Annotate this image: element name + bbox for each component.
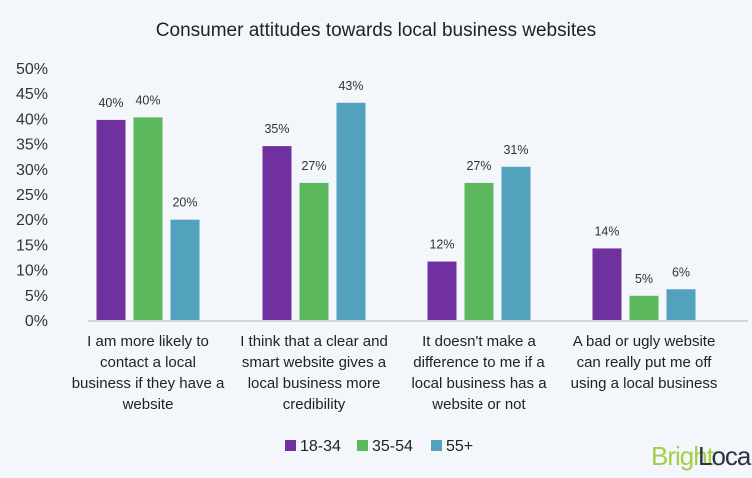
bar-18-34-1 xyxy=(262,146,292,320)
bar-35-54-0 xyxy=(133,117,163,320)
data-label: 27% xyxy=(466,159,491,173)
bar-55+-3 xyxy=(666,289,696,320)
y-tick-label: 40% xyxy=(16,111,48,128)
y-axis: 0% 5% 10% 15% 20% 25% 30% 35% 40% 45% 50% xyxy=(16,61,48,330)
legend-swatch xyxy=(357,440,368,451)
data-label: 5% xyxy=(635,272,653,286)
bar-18-34-3 xyxy=(592,248,622,320)
category-label: A bad or ugly website can really put me o… xyxy=(571,333,718,392)
legend-label: 18-34 xyxy=(300,438,341,455)
chart-title: Consumer attitudes towards local busines… xyxy=(156,20,596,41)
legend-swatch xyxy=(431,440,442,451)
category-labels: I am more likely to contact a local busine… xyxy=(72,333,718,413)
category-label: It doesn't make a difference to me if a lo… xyxy=(411,333,547,413)
data-label: 40% xyxy=(98,96,123,110)
legend-item-55+: 55+ xyxy=(431,438,473,455)
logo-local: Local xyxy=(698,441,752,471)
category-label: I think that a clear and smart website gi… xyxy=(240,333,388,413)
data-label: 27% xyxy=(301,159,326,173)
y-tick-label: 35% xyxy=(16,137,48,154)
brightlocal-logo: Bright Local xyxy=(651,441,752,471)
y-tick-label: 45% xyxy=(16,86,48,103)
data-label: 14% xyxy=(594,224,619,238)
logo-bright: Bright xyxy=(651,441,715,471)
data-label: 43% xyxy=(338,79,363,93)
data-label: 35% xyxy=(264,122,289,136)
bar-35-54-1 xyxy=(299,182,329,320)
data-label: 31% xyxy=(503,143,528,157)
data-label: 6% xyxy=(672,265,690,279)
bar-18-34-2 xyxy=(427,261,457,320)
y-tick-label: 10% xyxy=(16,263,48,280)
bars: 40% 35% 12% 14% 40% 27% 27% 5% 20% 43% 31% 6% xyxy=(96,79,696,320)
legend-label: 55+ xyxy=(446,438,473,455)
y-tick-label: 50% xyxy=(16,61,48,78)
bar-18-34-0 xyxy=(96,119,126,320)
y-tick-label: 20% xyxy=(16,212,48,229)
bar-55+-2 xyxy=(501,166,531,320)
data-label: 12% xyxy=(429,238,454,252)
legend-item-35-54: 35-54 xyxy=(357,438,413,455)
bar-35-54-3 xyxy=(629,295,659,320)
legend-item-18-34: 18-34 xyxy=(285,438,341,455)
y-tick-label: 15% xyxy=(16,237,48,254)
bar-55+-0 xyxy=(170,219,200,320)
legend: 18-34 35-54 55+ xyxy=(285,438,473,455)
data-label: 40% xyxy=(135,93,160,107)
legend-label: 35-54 xyxy=(372,438,413,455)
y-tick-label: 25% xyxy=(16,187,48,204)
bar-55+-1 xyxy=(336,102,366,320)
y-tick-label: 5% xyxy=(25,288,48,305)
category-label: I am more likely to contact a local busine… xyxy=(72,333,225,413)
data-label: 20% xyxy=(172,196,197,210)
y-tick-label: 30% xyxy=(16,162,48,179)
bar-35-54-2 xyxy=(464,182,494,320)
y-tick-label: 0% xyxy=(25,313,48,330)
legend-swatch xyxy=(285,440,296,451)
